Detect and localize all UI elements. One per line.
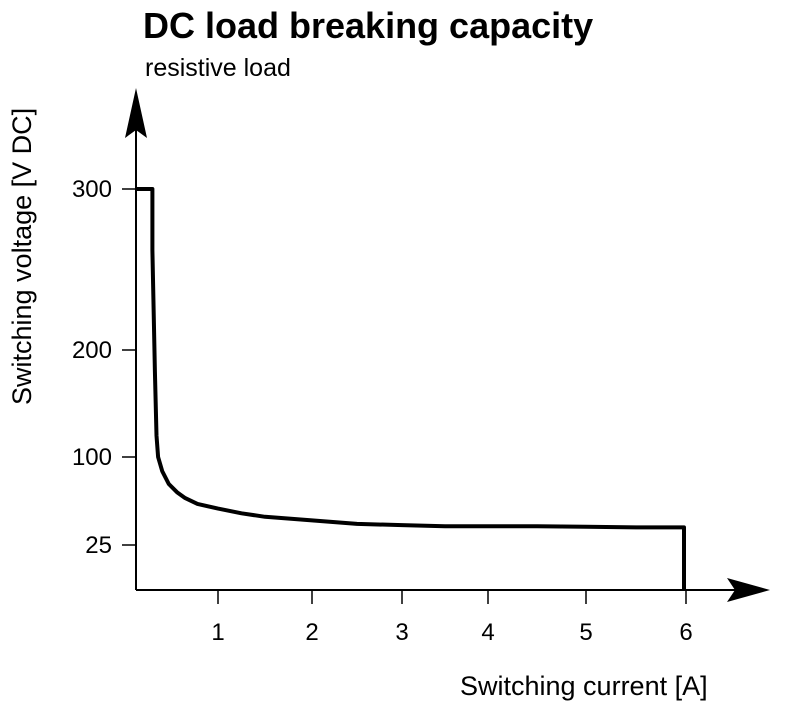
series bbox=[136, 187, 686, 590]
y-tick-label: 25 bbox=[85, 532, 112, 559]
x-tick-label: 3 bbox=[395, 619, 408, 646]
x-tick-label: 6 bbox=[679, 619, 692, 646]
y-tick-label: 200 bbox=[72, 337, 112, 364]
y-axis-arrow-icon bbox=[125, 88, 147, 138]
x-tick-label: 2 bbox=[305, 619, 318, 646]
x-tick-label: 1 bbox=[211, 619, 224, 646]
chart-subtitle: resistive load bbox=[145, 54, 291, 82]
breaking-capacity-curve bbox=[136, 187, 686, 590]
x-tick-label: 5 bbox=[579, 619, 592, 646]
y-ticks: 25 100 200 300 bbox=[72, 176, 136, 559]
y-axis-label: Switching voltage [V DC] bbox=[7, 108, 37, 405]
axes bbox=[125, 88, 770, 602]
x-axis-arrow-icon bbox=[727, 578, 770, 602]
y-tick-label: 300 bbox=[72, 176, 112, 203]
x-tick-label: 4 bbox=[481, 619, 494, 646]
x-axis-label: Switching current [A] bbox=[460, 671, 708, 701]
x-ticks: 1 2 3 4 5 6 bbox=[211, 590, 693, 646]
y-tick-label: 100 bbox=[72, 444, 112, 471]
chart-title: DC load breaking capacity bbox=[143, 5, 593, 46]
